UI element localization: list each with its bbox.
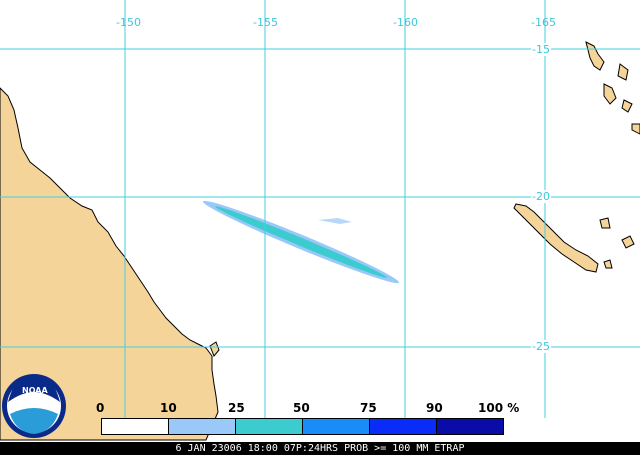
legend-tick-75: 75 [360,401,377,415]
vanuatu-island-3 [617,63,629,81]
legend-swatch-0-10 [101,418,169,435]
legend-tick-100: 100 % [478,401,520,415]
lon-label-160: -160 [393,16,418,29]
legend-tick-10: 10 [160,401,177,415]
legend-swatch-50-75 [302,418,370,435]
legend-tick-90: 90 [426,401,443,415]
product-footer: 6 JAN 23006 18:00 07P:24HRS PROB >= 100 … [0,442,640,455]
prob-fringe-north [318,218,352,224]
prob-25-50-band [215,206,387,278]
loyalty-island-3 [603,259,613,269]
vanuatu-island-4 [621,99,633,113]
rainfall-probability-swath [203,200,399,284]
vanuatu-island-1 [585,41,605,71]
lon-label-155: -155 [253,16,278,29]
loyalty-island-2 [621,235,635,249]
legend-tick-0: 0 [96,401,105,415]
lat-label-15: -15 [531,43,551,56]
legend-tick-25: 25 [228,401,245,415]
vanuatu-island-2 [603,83,617,105]
logo-text: NOAA [22,386,48,395]
lon-label-165: -165 [531,16,556,29]
legend-swatch-10-25 [168,418,236,435]
lat-label-25: -25 [531,340,551,353]
vanuatu-island-5 [631,123,640,135]
cape-island [209,341,220,357]
legend-swatch-25-50 [235,418,303,435]
lon-label-150: -150 [116,16,141,29]
legend-tick-50: 50 [293,401,310,415]
legend-swatch-90-100 [436,418,504,435]
loyalty-island-1 [599,217,611,229]
noaa-logo [2,374,66,438]
new-caledonia [513,203,599,273]
lat-label-20: -20 [531,190,551,203]
australia-landmass [0,87,219,441]
legend-swatch-75-90 [369,418,437,435]
